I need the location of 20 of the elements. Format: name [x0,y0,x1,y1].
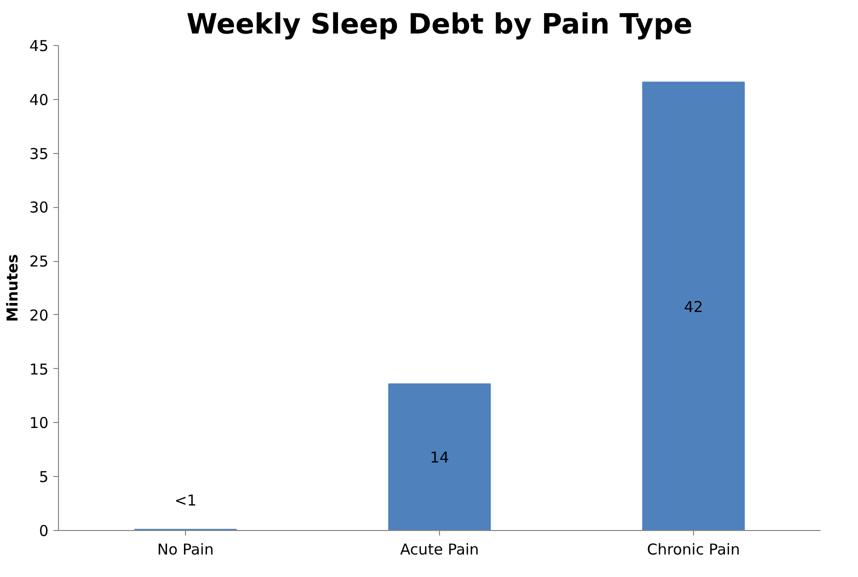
x-tick-label: Acute Pain [400,540,479,558]
y-tick-label: 30 [29,198,49,217]
y-tick-label: 35 [29,144,49,163]
data-label: 42 [684,298,704,316]
x-tick-label: No Pain [157,540,214,558]
data-label: <1 [174,491,197,510]
y-tick-label: 15 [29,360,49,378]
x-tick-label: Chronic Pain [647,540,740,558]
bar [642,82,745,530]
data-label: 14 [430,448,450,467]
y-tick-label: 45 [29,37,49,55]
y-axis-title: Minutes [3,254,22,322]
y-tick-label: 20 [29,306,49,324]
y-tick-label: 10 [29,414,49,432]
y-tick-label: 0 [38,522,49,540]
chart-title: Weekly Sleep Debt by Pain Type [186,8,693,40]
y-tick-label: 5 [38,468,49,486]
bar [388,383,491,530]
y-tick-label: 40 [29,90,49,109]
y-tick-label: 25 [29,252,49,271]
